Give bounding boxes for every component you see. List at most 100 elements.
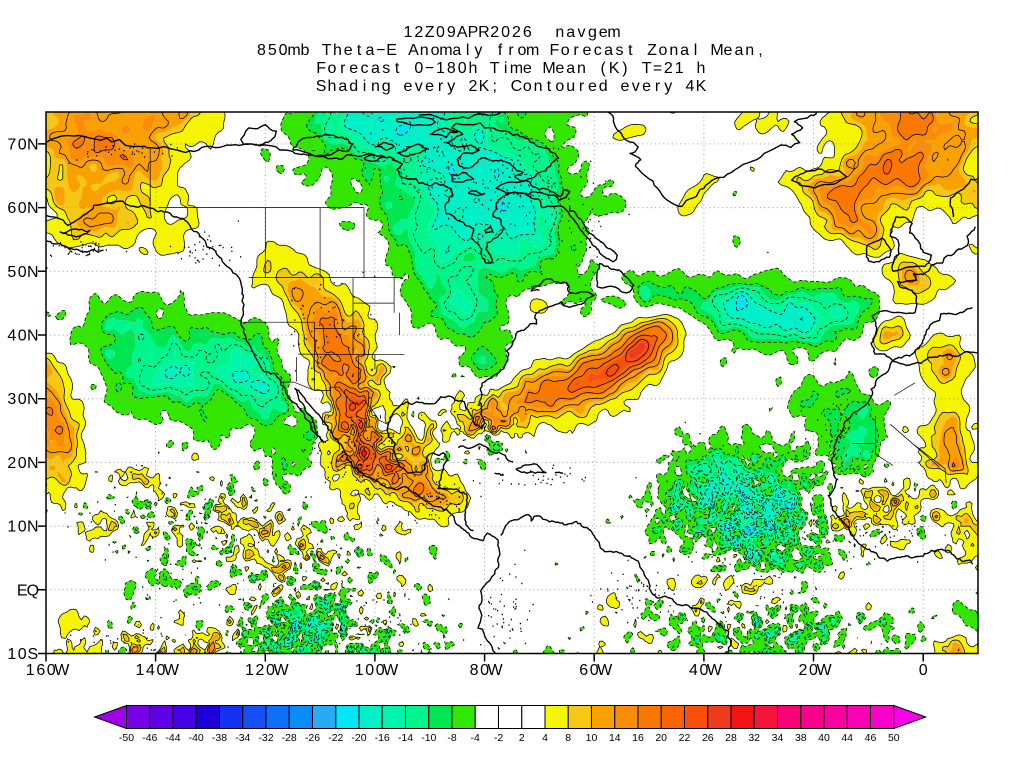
svg-text:2: 2 [519,732,525,744]
svg-text:-20: -20 [351,732,366,744]
svg-text:-46: -46 [142,732,157,744]
svg-text:0: 0 [156,662,165,679]
svg-text:K: K [609,60,620,77]
svg-text:=: = [653,60,662,77]
svg-text:28: 28 [725,732,737,744]
svg-text:m: m [287,42,300,59]
svg-text:a: a [566,60,575,77]
svg-text:e: e [642,78,651,95]
svg-text:-32: -32 [258,732,273,744]
svg-text:e: e [599,24,608,41]
svg-text:o: o [523,78,532,95]
svg-text:a: a [680,42,689,59]
svg-text:0: 0 [18,200,27,217]
svg-text:s: s [382,60,390,77]
svg-text:o: o [561,42,570,59]
svg-text:6: 6 [523,24,532,41]
svg-text:e: e [583,42,592,59]
svg-text:6: 6 [579,662,588,679]
svg-text:-16: -16 [375,732,390,744]
svg-text:e: e [344,42,353,59]
svg-text:3: 3 [7,391,16,408]
svg-text:y: y [447,78,455,95]
svg-text:n: n [745,42,754,59]
svg-text:14: 14 [609,732,621,744]
svg-text:1: 1 [675,60,684,77]
svg-text:N: N [27,519,39,536]
svg-text:a: a [734,42,743,59]
svg-text:0: 0 [699,662,708,679]
svg-text:C: C [511,78,523,95]
svg-text:0: 0 [47,662,56,679]
svg-text:c: c [594,42,602,59]
svg-text:t: t [628,42,633,59]
svg-text:−: − [425,60,434,77]
svg-text:N: N [27,264,39,281]
svg-text:o: o [328,60,337,77]
svg-text:m: m [439,42,452,59]
svg-text:e: e [425,78,434,95]
svg-text:W: W [707,662,723,679]
svg-text:h: h [469,60,478,77]
svg-text:a: a [452,42,461,59]
svg-text:E: E [17,582,28,599]
svg-text:t: t [395,60,400,77]
svg-text:N: N [27,136,39,153]
svg-text:16: 16 [632,732,644,744]
svg-text:T: T [490,60,500,77]
svg-text:r: r [579,78,585,95]
svg-text:r: r [508,42,514,59]
svg-text:-2: -2 [494,732,503,744]
svg-text:50: 50 [888,732,900,744]
svg-text:0: 0 [18,264,27,281]
svg-text:a: a [604,42,613,59]
svg-text:e: e [555,60,564,77]
svg-text:i: i [504,60,508,77]
svg-text:d: d [349,78,358,95]
svg-text:22: 22 [679,732,691,744]
svg-text:0: 0 [458,60,467,77]
svg-text:v: v [578,24,586,41]
svg-text:h: h [696,60,705,77]
svg-text:0: 0 [590,662,599,679]
svg-text:1: 1 [355,662,364,679]
svg-text:o: o [431,42,440,59]
svg-text:n: n [534,78,543,95]
svg-text:2: 2 [512,24,521,41]
svg-text:m: m [510,60,523,77]
svg-text:s: s [616,42,624,59]
svg-text:i: i [363,78,367,95]
svg-text:W: W [164,662,180,679]
svg-text:-28: -28 [282,732,297,744]
svg-text:2: 2 [7,455,16,472]
svg-text:1: 1 [7,519,16,536]
svg-text:a: a [566,24,575,41]
svg-text:-8: -8 [447,732,456,744]
svg-text:e: e [523,60,532,77]
svg-text:0: 0 [18,646,27,663]
svg-text:a: a [371,60,380,77]
svg-text:o: o [658,42,667,59]
svg-text:n: n [420,42,429,59]
svg-text:34: 34 [772,732,784,744]
svg-text:W: W [816,662,832,679]
svg-text:2: 2 [414,24,423,41]
svg-text:N: N [27,455,39,472]
svg-text:1: 1 [135,662,144,679]
svg-text:8: 8 [447,60,456,77]
svg-text:M: M [710,42,723,59]
svg-text:4: 4 [542,732,548,744]
svg-text:4: 4 [146,662,155,679]
svg-text:0: 0 [414,60,423,77]
svg-text:a: a [338,78,347,95]
svg-text:r: r [573,42,579,59]
svg-text:g: g [588,24,597,41]
svg-text:44: 44 [841,732,853,744]
svg-text:m: m [607,24,620,41]
svg-text:F: F [550,42,560,59]
svg-text:4: 4 [689,662,698,679]
svg-text:0: 0 [365,662,374,679]
svg-text:Q: Q [27,582,39,599]
svg-text:n: n [555,24,564,41]
svg-text:e: e [588,78,597,95]
